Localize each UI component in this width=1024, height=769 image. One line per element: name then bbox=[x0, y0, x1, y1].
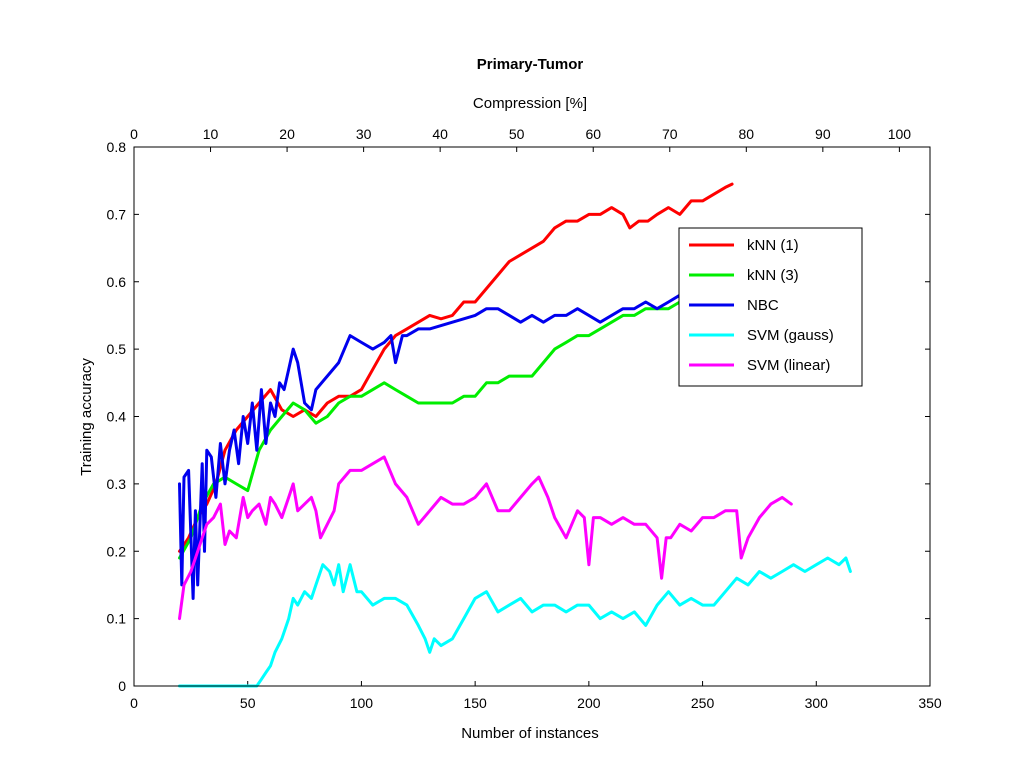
y-tick-label: 0.5 bbox=[107, 341, 127, 357]
top-tick-label: 80 bbox=[739, 126, 755, 142]
legend-label: kNN (1) bbox=[747, 237, 799, 254]
top-tick-label: 20 bbox=[279, 126, 295, 142]
y-tick-label: 0.8 bbox=[107, 139, 127, 155]
series-line-4 bbox=[178, 556, 852, 688]
top-tick-label: 70 bbox=[662, 126, 678, 142]
y-tick-label: 0.3 bbox=[107, 476, 127, 492]
y-tick-label: 0 bbox=[118, 678, 126, 694]
x-tick-label: 0 bbox=[130, 695, 138, 711]
plot-frame bbox=[133, 146, 931, 687]
top-tick-label: 30 bbox=[356, 126, 372, 142]
legend-label: kNN (3) bbox=[747, 267, 799, 284]
x-tick-label: 200 bbox=[577, 695, 601, 711]
x-tick-label: 350 bbox=[918, 695, 942, 711]
top-tick-label: 0 bbox=[130, 126, 138, 142]
series-line-2 bbox=[178, 300, 682, 560]
x-axis-label: Number of instances bbox=[461, 725, 599, 742]
axis-ticks: 0 50 100 150 200 250 300 35000.10.20.30.40.50.6… bbox=[107, 126, 942, 711]
top-tick-label: 90 bbox=[815, 126, 831, 142]
y-tick-label: 0.4 bbox=[107, 409, 127, 425]
y-tick-label: 0.2 bbox=[107, 543, 127, 559]
top-tick-label: 60 bbox=[585, 126, 601, 142]
legend-label: SVM (linear) bbox=[747, 357, 830, 374]
x-tick-label: 50 bbox=[240, 695, 256, 711]
top-tick-label: 10 bbox=[203, 126, 219, 142]
x-tick-label: 300 bbox=[805, 695, 829, 711]
top-tick-label: 40 bbox=[432, 126, 448, 142]
series-line-1 bbox=[178, 182, 734, 553]
top-tick-label: 50 bbox=[509, 126, 525, 142]
legend-label: SVM (gauss) bbox=[747, 327, 834, 344]
y-tick-label: 0.6 bbox=[107, 274, 127, 290]
y-tick-label: 0.1 bbox=[107, 611, 127, 627]
series-layer bbox=[178, 182, 852, 688]
x-tick-label: 250 bbox=[691, 695, 715, 711]
x-tick-label: 100 bbox=[350, 695, 374, 711]
legend-label: NBC bbox=[747, 297, 779, 314]
series-line-3 bbox=[178, 293, 682, 600]
chart-title: Primary-Tumor bbox=[477, 56, 584, 73]
top-tick-label: 100 bbox=[888, 126, 912, 142]
legend-box bbox=[678, 227, 863, 387]
series-line-5 bbox=[178, 455, 793, 621]
legend: kNN (1) kNN (3) NBC SVM (gauss) SVM (linear) bbox=[678, 227, 863, 387]
top-axis-label: Compression [%] bbox=[473, 95, 587, 112]
y-axis-label: Training accuracy bbox=[78, 358, 95, 476]
x-tick-label: 150 bbox=[463, 695, 487, 711]
y-tick-label: 0.7 bbox=[107, 206, 127, 222]
